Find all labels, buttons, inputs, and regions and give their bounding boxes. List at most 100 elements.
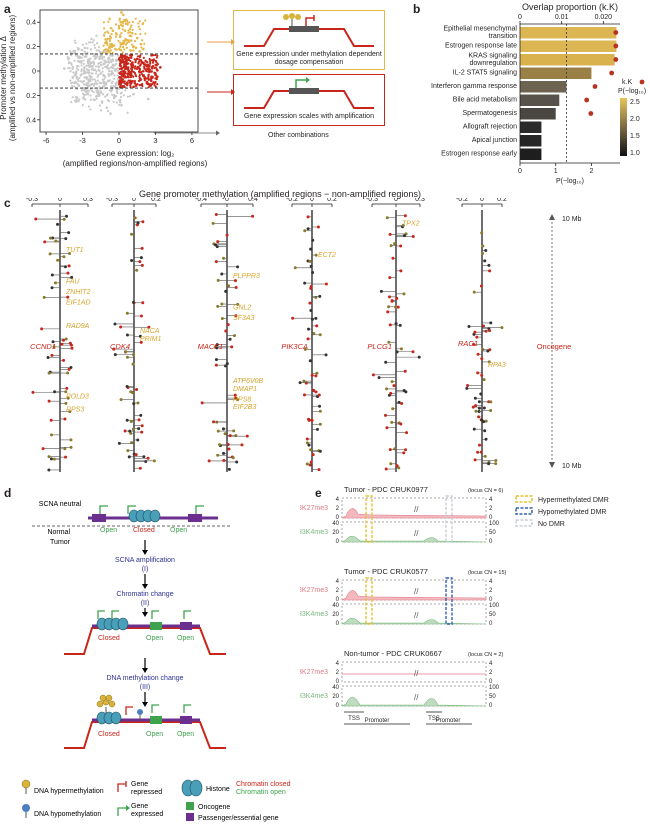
scatter-cloud-point <box>80 48 83 52</box>
scatter-point-s0 <box>138 50 141 53</box>
scatter-cloud-point <box>106 109 110 113</box>
methylation-tracks-title: Gene promoter methylation (amplified reg… <box>139 189 421 199</box>
methylation-lollipop-head <box>473 458 477 462</box>
k4-label: H3K4me3 <box>300 693 328 700</box>
scatter-point-s0 <box>104 37 107 41</box>
gene-label: PRIM1 <box>140 336 162 343</box>
methylation-lollipop-head <box>66 295 70 299</box>
methylation-lollipop-head <box>385 387 389 391</box>
methylation-lollipop-head <box>405 431 409 435</box>
methylation-lollipop-head <box>226 323 230 327</box>
gene-label: RPA3 <box>488 362 506 369</box>
scatter-point-s2 <box>82 88 86 91</box>
scatter-cloud-point <box>128 21 131 24</box>
methylation-lollipop-head <box>487 263 491 267</box>
methylation-lollipop-head <box>399 244 403 248</box>
methylation-lollipop-head <box>402 388 406 392</box>
methylation-lollipop-head <box>303 347 307 351</box>
scatter-cloud-point <box>151 61 155 64</box>
scatter-cloud-point <box>150 54 153 57</box>
scatter-cloud-point <box>139 64 142 67</box>
methylation-lollipop-head <box>476 371 480 375</box>
scatter-cloud-point <box>86 47 89 50</box>
methylation-lollipop-head <box>220 272 224 276</box>
scatter-cloud-point <box>131 20 134 24</box>
scatter-point-s0 <box>135 36 139 40</box>
scatter-cloud-point <box>96 79 100 82</box>
scatter-cloud-point <box>102 27 106 30</box>
box2-diagram <box>244 77 374 109</box>
scatter-cloud-point <box>101 70 104 73</box>
methylation-lollipop-head <box>309 460 313 464</box>
k4-signal <box>341 535 487 543</box>
methylation-lollipop-head <box>397 400 401 404</box>
kK-point <box>613 30 619 35</box>
scatter-cloud-point <box>74 49 77 52</box>
methylation-lollipop-head <box>216 429 220 433</box>
methylation-lollipop-head <box>309 247 313 251</box>
dmr-legend-label: Hypomethylated DMR <box>538 509 606 516</box>
scatter-cloud-point <box>114 95 118 98</box>
step-methylation-num: (III) <box>140 684 151 691</box>
scatter-cloud-point <box>90 75 93 78</box>
scatter-cloud-point <box>141 23 144 26</box>
scatter-cloud-point <box>118 57 121 60</box>
methylation-lollipop-head <box>64 237 68 241</box>
scatter-cloud-point <box>71 85 74 88</box>
scatter-cloud-point <box>143 79 146 82</box>
scatter-cloud-point <box>137 25 140 28</box>
methylation-lollipop-head <box>481 244 485 248</box>
k4-tick: 20 <box>332 530 339 536</box>
methylation-lollipop-head <box>402 234 406 238</box>
track-tick-label: 0.2 <box>497 198 507 203</box>
histone-cluster <box>128 509 161 523</box>
methylation-lollipop-head <box>472 290 476 294</box>
scatter-cloud-point <box>102 73 105 76</box>
methylation-lollipop-head <box>318 333 322 337</box>
methylation-lollipop-head <box>404 448 408 452</box>
scatter-point-s2 <box>109 112 112 115</box>
methylation-lollipop-head <box>390 380 394 384</box>
tss-label: TSS <box>428 716 440 722</box>
scatter-cloud-point <box>114 62 118 66</box>
scatter-cloud-point <box>127 79 130 82</box>
scale-bar-head-bottom <box>549 462 555 468</box>
oncogene-key-label: Oncogene <box>537 342 572 351</box>
scatter-point-s2 <box>107 69 111 73</box>
scatter-cloud-point <box>104 95 107 98</box>
scatter-cloud-point <box>121 46 125 49</box>
scatter-cloud-point <box>93 46 97 49</box>
scatter-cloud-point <box>93 61 96 64</box>
passenger-gene-block <box>92 514 106 522</box>
scatter-point-s2 <box>86 81 89 85</box>
methylation-lollipop-head <box>317 393 321 397</box>
scatter-cloud-point <box>113 77 116 80</box>
scatter-point-s2 <box>84 55 88 58</box>
k4-tick: 0 <box>336 539 340 545</box>
methylation-lollipop-head <box>141 301 145 305</box>
methylation-lollipop-head <box>119 398 123 402</box>
legend-colorbar <box>620 98 627 156</box>
scatter-cloud-point <box>83 70 86 73</box>
methylation-lollipop-head <box>220 317 224 321</box>
methylation-lollipop-head <box>67 367 71 371</box>
methylation-lollipop-head <box>221 427 225 431</box>
scatter-point-s1 <box>121 58 124 62</box>
tumor-label: Tumor <box>50 539 71 546</box>
gene-label: GNL2 <box>233 305 251 312</box>
scatter-xlabel-line1: Gene expression: log₂ <box>95 149 175 158</box>
scatter-cloud-point <box>96 53 99 57</box>
scatter-cloud-point <box>101 56 104 59</box>
scatter-cloud-point <box>138 55 142 59</box>
scatter-cloud-point <box>110 27 113 30</box>
track-tick-label: 0.3 <box>83 198 93 203</box>
methylation-lollipop-head <box>236 397 240 401</box>
methylation-lollipop-head <box>124 350 128 354</box>
scatter-cloud-point <box>144 32 147 35</box>
scatter-cloud-point <box>86 76 89 79</box>
scatter-cloud-point <box>95 89 98 92</box>
bar-top-tick-label: 0 <box>518 14 522 21</box>
scatter-cloud-point <box>109 54 112 57</box>
scatter-cloud-point <box>141 70 144 73</box>
track-tick-label: 0.4 <box>248 198 258 203</box>
